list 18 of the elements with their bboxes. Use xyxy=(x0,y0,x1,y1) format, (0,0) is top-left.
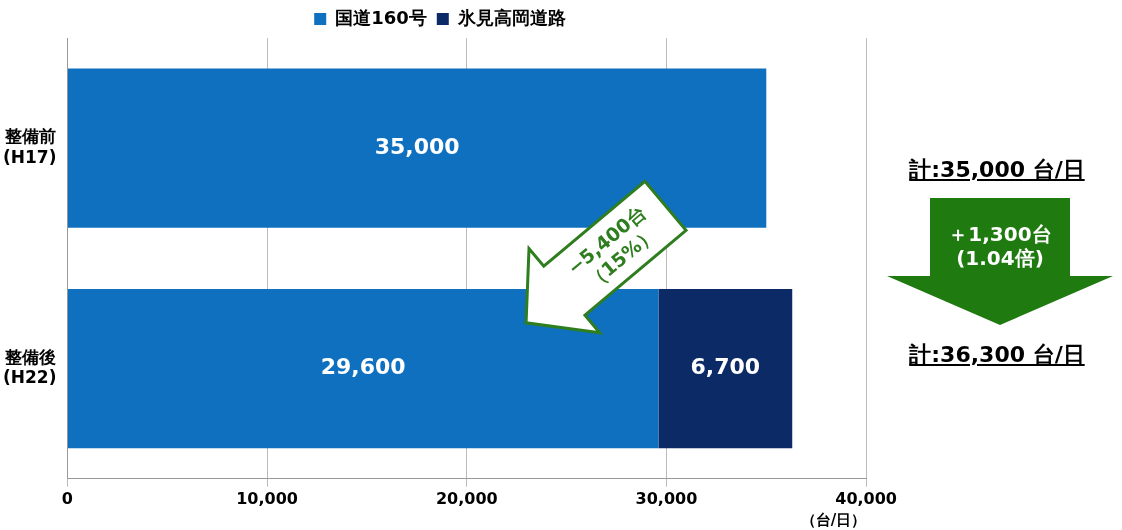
x-tick-label: 30,000 xyxy=(635,488,698,508)
x-axis-title: （台/日） xyxy=(800,510,867,529)
data-label: 35,000 xyxy=(374,133,460,159)
text: 計:35,000 台/日 xyxy=(908,156,1086,184)
x-tick-label: 40,000 xyxy=(835,488,897,508)
bar xyxy=(67,288,659,449)
text: 計:36,300 台/日 xyxy=(908,341,1086,369)
x-tick-label: 0 xyxy=(61,488,73,508)
x-tick-label: 20,000 xyxy=(435,488,498,508)
x-tick-label: 10,000 xyxy=(236,488,298,508)
bar xyxy=(658,288,793,449)
y-tick-label: 整備前 (H17) xyxy=(2,126,57,167)
y-tick-label: 整備後 (H22) xyxy=(2,346,57,388)
legend-label: 国道160号 xyxy=(335,6,427,28)
text: ＋1,300台 (1.04倍) xyxy=(947,222,1053,270)
data-label: 6,700 xyxy=(690,354,761,380)
legend-label: 氷見高岡道路 xyxy=(456,6,566,28)
data-label: 29,600 xyxy=(320,354,406,380)
